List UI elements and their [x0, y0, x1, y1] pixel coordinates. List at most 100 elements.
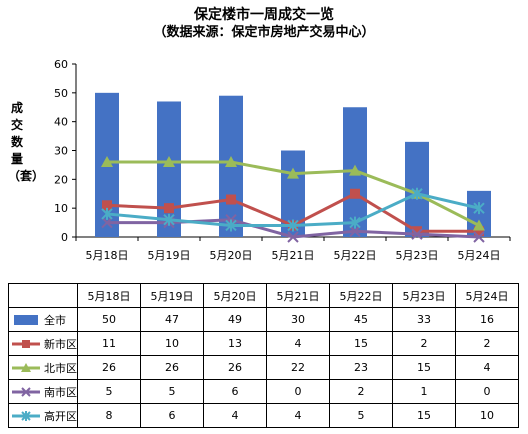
table-series-cell: 全市: [8, 307, 78, 332]
series-point: [473, 202, 485, 215]
y-tick-label: 40: [54, 116, 68, 129]
table-cell: 49: [203, 307, 267, 332]
table-series-cell: 高开区: [8, 403, 78, 428]
legend-key: [14, 314, 38, 325]
series-point: [164, 203, 174, 214]
table-header-cell: 5月21日: [266, 283, 330, 308]
table-header-cell: 5月23日: [392, 283, 456, 308]
table-cell: 22: [266, 355, 330, 380]
table-cell: 26: [203, 355, 267, 380]
table-row: 南市区 5 5 6 0 2 1 0: [8, 379, 519, 404]
series-point: [101, 156, 113, 168]
series-point: [411, 228, 423, 240]
legend-label: 北市区: [44, 361, 77, 375]
legend-key: [12, 410, 40, 421]
series-point: [101, 216, 113, 229]
x-tick-label: 5月22日: [334, 249, 377, 262]
table-cell: 4: [266, 331, 330, 356]
series-point: [225, 219, 237, 232]
table-cell: 2: [392, 331, 456, 356]
x-tick-label: 5月23日: [396, 249, 439, 262]
table-cell: 2: [455, 331, 519, 356]
series-point: [287, 219, 299, 232]
series-point: [21, 410, 31, 421]
x-tick-label: 5月19日: [148, 249, 191, 262]
chart-plot: 0 10 20 30 40 50 60 5月18日 5月19日 5月20日 5月21日 5月22日 5月…: [54, 58, 511, 262]
series-point: [349, 225, 361, 237]
table-cell: 4: [455, 355, 519, 380]
table-series-cell: 南市区: [8, 379, 78, 404]
table-cell: 10: [455, 403, 519, 428]
table-cell: 5: [140, 379, 204, 404]
chart-subtitle: （数据来源：保定市房地产交易中心）: [153, 25, 375, 40]
series-point: [350, 188, 360, 199]
chart-title: 保定楼市一周成交一览: [194, 7, 334, 23]
legend-key: [12, 362, 40, 372]
y-tick-label: 60: [54, 58, 68, 71]
table-cell: 0: [266, 379, 330, 404]
table-cell: 4: [266, 403, 330, 428]
table-cell: 47: [140, 307, 204, 332]
x-tick-label: 5月24日: [458, 249, 501, 262]
table-cell: 33: [392, 307, 456, 332]
table-cell: 1: [392, 379, 456, 404]
table-cell: 4: [203, 403, 267, 428]
series-point: [287, 167, 299, 179]
series-point: [21, 386, 31, 397]
table-cell: 23: [329, 355, 393, 380]
legend-label: 新市区: [44, 337, 77, 351]
table-cell: 16: [455, 307, 519, 332]
table-cell: 15: [392, 403, 456, 428]
data-table: 5月18日 5月19日 5月20日 5月21日 5月22日 5月23日 5月24日 全市 50 4…: [8, 283, 519, 428]
x-tick-label: 5月21日: [272, 249, 315, 262]
table-row: 北市区 26 26 26 22 23 15 4: [8, 355, 519, 380]
table-cell: 26: [77, 355, 141, 380]
legend-key: [12, 339, 40, 348]
table-corner: [8, 283, 78, 308]
table-header-cell: 5月20日: [203, 283, 267, 308]
table-header-cell: 5月24日: [455, 283, 519, 308]
table-row: 新市区 11 10 13 4 15 2 2: [8, 331, 519, 356]
series-point: [473, 231, 485, 243]
table-header-cell: 5月22日: [329, 283, 393, 308]
legend-label: 南市区: [44, 385, 77, 399]
series-point: [474, 226, 484, 237]
y-tick-label: 20: [54, 173, 68, 186]
y-tick-label: 50: [54, 87, 68, 100]
series-point: [102, 200, 112, 211]
legend-swatch: [14, 314, 38, 325]
table-cell: 8: [77, 403, 141, 428]
table-header-cell: 5月18日: [77, 283, 141, 308]
table-cell: 30: [266, 307, 330, 332]
table-row: 高开区 8 6 4 4 5 15 10: [8, 403, 519, 428]
legend-label: 高开区: [44, 409, 77, 423]
table-cell: 2: [329, 379, 393, 404]
table-cell: 11: [77, 331, 141, 356]
table-cell: 45: [329, 307, 393, 332]
y-tick-label: 0: [61, 231, 68, 244]
series-point: [163, 213, 175, 226]
y-tick-label: 30: [54, 145, 68, 158]
table-cell: 6: [140, 403, 204, 428]
series-point: [349, 164, 361, 176]
series-point: [225, 156, 237, 168]
series-point: [412, 226, 422, 237]
table-cell: 5: [329, 403, 393, 428]
table-cell: 5: [77, 379, 141, 404]
legend-key: [12, 386, 40, 397]
series-point: [411, 187, 423, 200]
table-cell: 0: [455, 379, 519, 404]
table-series-cell: 北市区: [8, 355, 78, 380]
table-cell: 13: [203, 331, 267, 356]
table-row: 全市 50 47 49 30 45 33 16: [8, 307, 519, 332]
series-point: [473, 219, 485, 231]
series-point: [349, 216, 361, 229]
series-point: [287, 231, 299, 243]
table-series-cell: 新市区: [8, 331, 78, 356]
table-cell: 6: [203, 379, 267, 404]
table-cell: 50: [77, 307, 141, 332]
table-cell: 15: [392, 355, 456, 380]
x-tick-label: 5月20日: [210, 249, 253, 262]
series-point: [21, 362, 31, 372]
series-point: [226, 194, 236, 205]
